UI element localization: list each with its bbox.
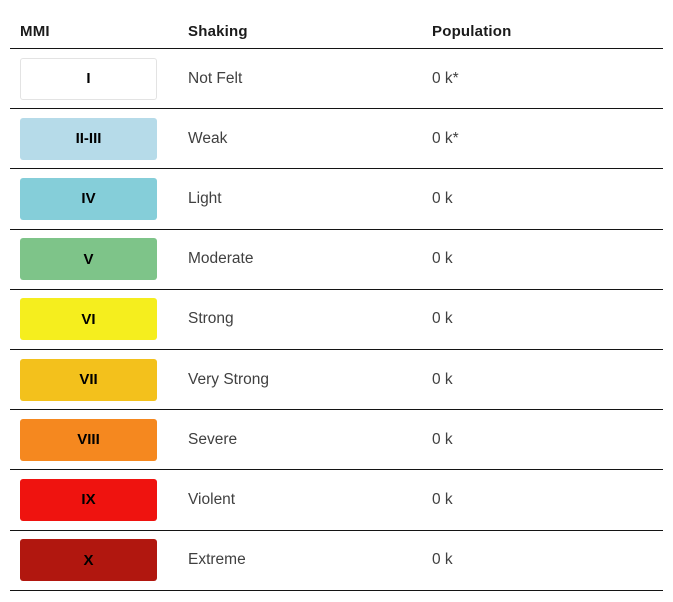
population-value: 0 k — [432, 551, 453, 569]
population-value: 0 k — [432, 189, 453, 207]
mmi-swatch-cell: V — [20, 238, 188, 281]
mmi-swatch: VII — [20, 358, 157, 401]
shaking-label: Violent — [188, 490, 236, 508]
mmi-swatch-cell: X — [20, 539, 188, 582]
mmi-value: IV — [81, 190, 96, 208]
column-header-shaking: Shaking — [188, 22, 248, 40]
population-value: 0 k — [432, 250, 453, 268]
table-row-mmi-iv: IV Light 0 k — [10, 169, 663, 230]
table-row-mmi-v: V Moderate 0 k — [10, 230, 663, 290]
shaking-label: Not Felt — [188, 69, 243, 87]
mmi-swatch: IX — [20, 478, 157, 521]
population-value: 0 k — [432, 490, 453, 508]
mmi-swatch-cell: VIII — [20, 418, 188, 461]
mmi-intensity-table: MMI Shaking Population I Not Felt 0 k* I… — [10, 0, 663, 591]
table-row-mmi-vi: VI Strong 0 k — [10, 290, 663, 350]
table-row-mmi-ii-iii: II-III Weak 0 k* — [10, 109, 663, 170]
shaking-label: Extreme — [188, 551, 246, 569]
mmi-swatch-cell: IX — [20, 478, 188, 521]
table-row-mmi-vii: VII Very Strong 0 k — [10, 350, 663, 411]
mmi-value: II-III — [75, 130, 102, 148]
mmi-value: X — [83, 551, 94, 569]
mmi-value: V — [83, 250, 94, 268]
mmi-value: I — [86, 70, 91, 88]
mmi-value: VI — [81, 310, 96, 328]
mmi-swatch-cell: VI — [20, 298, 188, 341]
mmi-swatch: I — [20, 57, 157, 100]
mmi-swatch: IV — [20, 177, 157, 220]
mmi-swatch: VIII — [20, 418, 157, 461]
mmi-swatch-cell: VII — [20, 358, 188, 401]
mmi-swatch: VI — [20, 298, 157, 341]
table-row-mmi-viii: VIII Severe 0 k — [10, 410, 663, 471]
population-value: 0 k — [432, 370, 453, 388]
mmi-value: IX — [81, 491, 96, 509]
column-header-population: Population — [432, 22, 512, 40]
mmi-value: VIII — [77, 431, 100, 449]
mmi-value: VII — [79, 371, 98, 389]
mmi-swatch: X — [20, 539, 157, 582]
shaking-label: Light — [188, 189, 222, 207]
mmi-swatch-cell: II-III — [20, 117, 188, 160]
table-row-mmi-ix: IX Violent 0 k — [10, 470, 663, 531]
shaking-label: Very Strong — [188, 370, 269, 388]
population-value: 0 k — [432, 430, 453, 448]
table-header-row: MMI Shaking Population — [10, 0, 663, 49]
mmi-swatch: II-III — [20, 117, 157, 160]
shaking-label: Severe — [188, 430, 238, 448]
population-value: 0 k* — [432, 129, 459, 147]
shaking-label: Moderate — [188, 250, 254, 268]
mmi-swatch-cell: I — [20, 57, 188, 100]
table-row-mmi-x: X Extreme 0 k — [10, 531, 663, 591]
mmi-swatch-cell: IV — [20, 177, 188, 220]
shaking-label: Weak — [188, 129, 228, 147]
population-value: 0 k — [432, 310, 453, 328]
column-header-mmi: MMI — [20, 22, 50, 40]
population-value: 0 k* — [432, 69, 459, 87]
mmi-swatch: V — [20, 238, 157, 281]
shaking-label: Strong — [188, 310, 234, 328]
table-row-mmi-i: I Not Felt 0 k* — [10, 49, 663, 110]
